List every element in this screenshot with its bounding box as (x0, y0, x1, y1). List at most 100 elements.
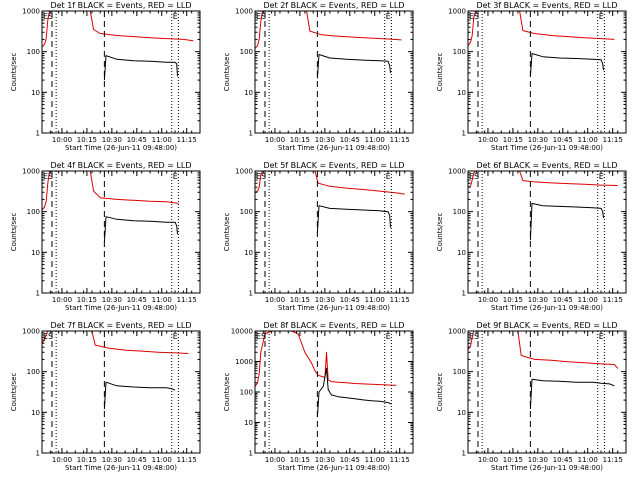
y-tick-label: 1 (462, 450, 466, 458)
x-tick-label: 10:00 (478, 456, 498, 464)
chart-title: Det 5f BLACK = Events, RED = LLD (263, 161, 404, 170)
lld-series-line (467, 170, 618, 188)
events-series-line (316, 54, 391, 79)
y-tick-label: 10 (457, 409, 466, 417)
lld-series-line (467, 330, 619, 369)
events-series-line (103, 55, 178, 81)
event-marker-label: S (48, 332, 53, 341)
y-tick-label: 1000 (235, 8, 253, 16)
y-tick-label: 100 (453, 48, 466, 56)
y-tick-label: 1000 (448, 8, 466, 16)
plot-frame (41, 170, 201, 294)
events-series-line (529, 53, 604, 77)
x-tick-label: 10:15 (290, 296, 310, 304)
events-series-line (103, 381, 176, 410)
x-tick-label: 10:30 (315, 296, 335, 304)
chart-title: Det 6f BLACK = Events, RED = LLD (476, 161, 617, 170)
x-tick-label: 11:00 (152, 296, 172, 304)
event-marker-label: S (261, 332, 266, 341)
chart-panel: Det 7f BLACK = Events, RED = LLD 1 10 100 10… (0, 320, 213, 480)
chart-title: Det 4f BLACK = Events, RED = LLD (50, 161, 191, 170)
x-tick-label: 11:00 (365, 136, 385, 144)
lld-series-line (254, 330, 397, 387)
lld-series-line (41, 330, 189, 354)
x-axis-label: Start Time (26-Jun-11 09:48:00) (491, 144, 603, 152)
x-tick-label: 10:15 (77, 456, 97, 464)
event-marker-label: E (43, 172, 48, 181)
x-tick-label: 10:00 (52, 296, 72, 304)
event-marker-label: E (256, 172, 261, 181)
x-tick-label: 10:45 (340, 456, 360, 464)
x-tick-label: 11:15 (390, 456, 410, 464)
plot-frame (41, 10, 201, 134)
events-series-line (103, 216, 178, 243)
x-tick-label: 10:30 (102, 456, 122, 464)
y-tick-label: 100 (27, 208, 40, 216)
x-tick-label: 11:15 (177, 296, 197, 304)
x-tick-label: 10:00 (478, 136, 498, 144)
event-marker-label: S (474, 172, 479, 181)
chart-title: Det 3f BLACK = Events, RED = LLD (476, 1, 617, 10)
plot-frame (254, 10, 414, 134)
x-tick-label: 11:15 (603, 456, 623, 464)
x-tick-label: 10:30 (102, 296, 122, 304)
x-tick-label: 11:15 (603, 296, 623, 304)
x-tick-label: 10:45 (127, 296, 147, 304)
y-tick-label: 10 (31, 409, 40, 417)
y-tick-label: 100 (240, 389, 253, 397)
chart-panel: Det 2f BLACK = Events, RED = LLD 1 10 100 10… (213, 0, 426, 160)
x-axis-label: Start Time (26-Jun-11 09:48:00) (278, 304, 390, 312)
y-tick-label: 1 (249, 450, 253, 458)
x-tick-label: 11:00 (578, 456, 598, 464)
x-tick-label: 10:30 (315, 136, 335, 144)
x-tick-label: 10:45 (127, 456, 147, 464)
x-axis-label: Start Time (26-Jun-11 09:48:00) (491, 464, 603, 472)
x-tick-label: 11:15 (603, 136, 623, 144)
event-marker-label: E (43, 12, 48, 21)
plot-frame (254, 330, 414, 454)
chart-svg: Det 4f BLACK = Events, RED = LLD 1 10 100 10… (10, 161, 201, 312)
event-marker-label: E (469, 172, 474, 181)
y-tick-label: 100 (453, 368, 466, 376)
event-marker-label: E (386, 172, 391, 181)
x-tick-label: 11:00 (365, 456, 385, 464)
x-axis-label: Start Time (26-Jun-11 09:48:00) (491, 304, 603, 312)
y-axis-label: Counts/sec (10, 373, 18, 412)
chart-panel: Det 5f BLACK = Events, RED = LLD 1 10 100 10… (213, 160, 426, 320)
chart-svg: Det 1f BLACK = Events, RED = LLD 1 10 100 10… (10, 1, 201, 152)
y-tick-label: 1 (249, 290, 253, 298)
chart-title: Det 9f BLACK = Events, RED = LLD (476, 321, 617, 330)
events-series-line (529, 378, 615, 410)
y-tick-label: 1 (462, 130, 466, 138)
chart-panel: Det 6f BLACK = Events, RED = LLD 1 10 100 10… (426, 160, 639, 320)
x-tick-label: 10:15 (290, 136, 310, 144)
x-axis-label: Start Time (26-Jun-11 09:48:00) (65, 464, 177, 472)
event-marker-label: E (599, 172, 604, 181)
x-tick-label: 11:15 (177, 136, 197, 144)
y-tick-label: 100 (453, 208, 466, 216)
y-axis-label: Counts/sec (436, 373, 444, 412)
x-tick-label: 10:45 (553, 296, 573, 304)
lld-series-line (254, 170, 405, 195)
chart-panel: Det 9f BLACK = Events, RED = LLD 1 10 100 10… (426, 320, 639, 480)
chart-svg: Det 8f BLACK = Events, RED = LLD 1 10 100 10… (223, 321, 414, 472)
plot-frame (254, 170, 414, 294)
event-marker-label: E (599, 332, 604, 341)
event-marker-label: E (256, 332, 261, 341)
x-tick-label: 11:00 (365, 296, 385, 304)
x-tick-label: 10:15 (77, 136, 97, 144)
x-tick-label: 10:15 (77, 296, 97, 304)
y-tick-label: 10 (244, 419, 253, 427)
event-marker-label: S (474, 332, 479, 341)
chart-title: Det 1f BLACK = Events, RED = LLD (50, 1, 191, 10)
event-marker-label: S (474, 12, 479, 21)
y-tick-label: 1000 (448, 328, 466, 336)
y-tick-label: 100 (240, 208, 253, 216)
event-marker-label: S (261, 172, 266, 181)
lld-series-line (41, 170, 179, 211)
chart-panel: Det 4f BLACK = Events, RED = LLD 1 10 100 10… (0, 160, 213, 320)
x-tick-label: 10:00 (265, 296, 285, 304)
chart-svg: Det 2f BLACK = Events, RED = LLD 1 10 100 10… (223, 1, 414, 152)
x-tick-label: 10:15 (503, 296, 523, 304)
